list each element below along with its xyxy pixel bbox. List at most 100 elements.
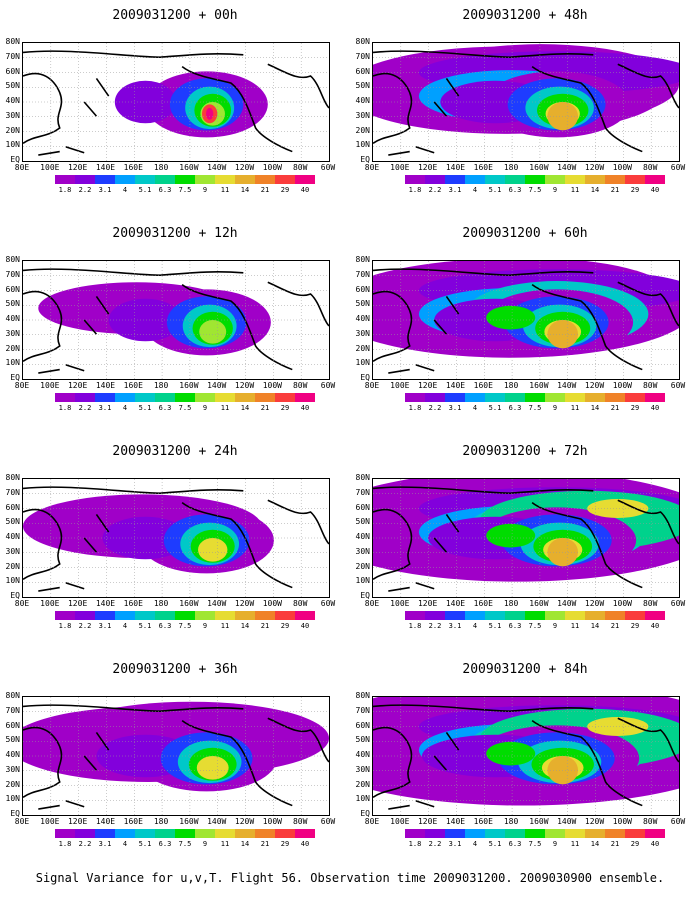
coastline: [23, 50, 244, 58]
colorbar-label: 6.3: [158, 622, 172, 630]
colorbar-swatch: [275, 829, 295, 838]
coastline: [531, 65, 643, 153]
colorbar-label: 1.8: [58, 622, 72, 630]
latitude-label: 40N: [5, 96, 20, 105]
colorbar: [405, 175, 665, 184]
colorbar-swatch: [255, 829, 275, 838]
variance-contour: [108, 298, 183, 342]
colorbar-label: 3.1: [98, 186, 112, 194]
colorbar-label: 40: [650, 404, 660, 412]
colorbar-swatch: [445, 175, 465, 184]
colorbar: [55, 829, 315, 838]
colorbar-swatch: [115, 829, 135, 838]
latitude-label: 60N: [5, 284, 20, 294]
colorbar-label: 9: [552, 840, 558, 848]
coastline: [373, 268, 594, 276]
latitude-label: 70N: [355, 269, 370, 279]
coastline: [83, 77, 110, 117]
latitude-label: 40N: [355, 314, 370, 323]
colorbar-swatch: [465, 611, 485, 620]
panel-title: 2009031200 + 36h: [112, 662, 238, 677]
colorbar-label: 3.1: [98, 622, 112, 630]
longitude-label: 100W: [612, 381, 632, 390]
colorbar-swatch: [295, 611, 315, 620]
latitude-label: 10N: [5, 358, 20, 368]
colorbar-label: 2.2: [78, 404, 92, 412]
longitude-label: 100W: [612, 163, 632, 172]
longitude-label: 140W: [207, 599, 227, 608]
panel-title: 2009031200 + 60h: [462, 226, 588, 241]
longitude-label: 160W: [529, 817, 549, 826]
colorbar-swatch: [485, 175, 505, 184]
colorbar-swatch: [215, 175, 235, 184]
coastline: [181, 501, 293, 589]
colorbar-label: 14: [590, 840, 600, 848]
latitude-label: 70N: [5, 487, 20, 497]
colorbar-label: 2.2: [428, 840, 442, 848]
colorbar-label: 1.8: [58, 186, 72, 194]
colorbar-swatch: [275, 611, 295, 620]
colorbar-swatch: [175, 611, 195, 620]
colorbar-label: 29: [630, 186, 640, 194]
colorbar-swatch: [425, 829, 445, 838]
colorbar-label: 11: [570, 404, 580, 412]
longitude-label: 180: [153, 163, 169, 172]
colorbar-label: 11: [220, 404, 230, 412]
longitude-label: 100E: [40, 381, 60, 390]
latitude-label: 60N: [5, 720, 20, 730]
coastline: [617, 281, 679, 327]
colorbar-label: 40: [650, 622, 660, 630]
colorbar-swatch: [565, 175, 585, 184]
colorbar-label: 3.1: [448, 840, 462, 848]
map-canvas: [373, 697, 679, 815]
colorbar-label: 5.1: [138, 840, 152, 848]
colorbar-label: 6.3: [158, 840, 172, 848]
colorbar-swatch: [625, 393, 645, 402]
colorbar-swatch: [525, 393, 545, 402]
colorbar-swatch: [545, 611, 565, 620]
latitude-label: 40N: [355, 96, 370, 105]
map-canvas: [23, 697, 329, 815]
coastline: [181, 719, 293, 807]
longitude-label: 160E: [123, 381, 143, 390]
colorbar-swatch: [155, 611, 175, 620]
colorbar-label: 21: [610, 186, 620, 194]
longitude-label: 140W: [557, 599, 577, 608]
colorbar-swatch: [135, 175, 155, 184]
longitude-label: 80E: [364, 381, 380, 390]
coastline: [267, 499, 329, 545]
colorbar-label: 5.1: [138, 622, 152, 630]
colorbar-swatch: [175, 175, 195, 184]
latitude-label: 80N: [355, 691, 370, 700]
longitude-label: 80W: [642, 163, 658, 172]
colorbar-label: 2.2: [78, 840, 92, 848]
colorbar-label: 14: [240, 404, 250, 412]
colorbar-swatch: [425, 393, 445, 402]
longitude-label: 80E: [14, 599, 30, 608]
longitude-label: 60W: [320, 163, 336, 172]
colorbar-swatch: [405, 175, 425, 184]
colorbar-swatch: [95, 611, 115, 620]
longitude-label: 140E: [95, 599, 116, 608]
colorbar-label: 14: [590, 622, 600, 630]
colorbar-swatch: [485, 611, 505, 620]
colorbar-swatch: [585, 393, 605, 402]
latitude-label: 50N: [5, 299, 20, 309]
colorbar-label: 9: [202, 840, 208, 848]
colorbar-label: 6.3: [508, 404, 522, 412]
latitude-label: 60N: [355, 720, 370, 730]
coastline: [531, 283, 643, 371]
variance-contour: [587, 717, 649, 736]
colorbar-swatch: [565, 393, 585, 402]
colorbar-swatch: [75, 175, 95, 184]
coastline: [373, 704, 594, 712]
longitude-label: 120W: [584, 163, 605, 172]
latitude-label: 10N: [355, 576, 370, 586]
colorbar-swatch: [625, 175, 645, 184]
latitude-label: EQ: [10, 155, 20, 164]
colorbar-swatch: [215, 829, 235, 838]
colorbar-label: 4: [472, 840, 478, 848]
longitude-label: 140E: [95, 381, 116, 390]
colorbar-label: 2.2: [428, 622, 442, 630]
latitude-label: 40N: [5, 750, 20, 759]
